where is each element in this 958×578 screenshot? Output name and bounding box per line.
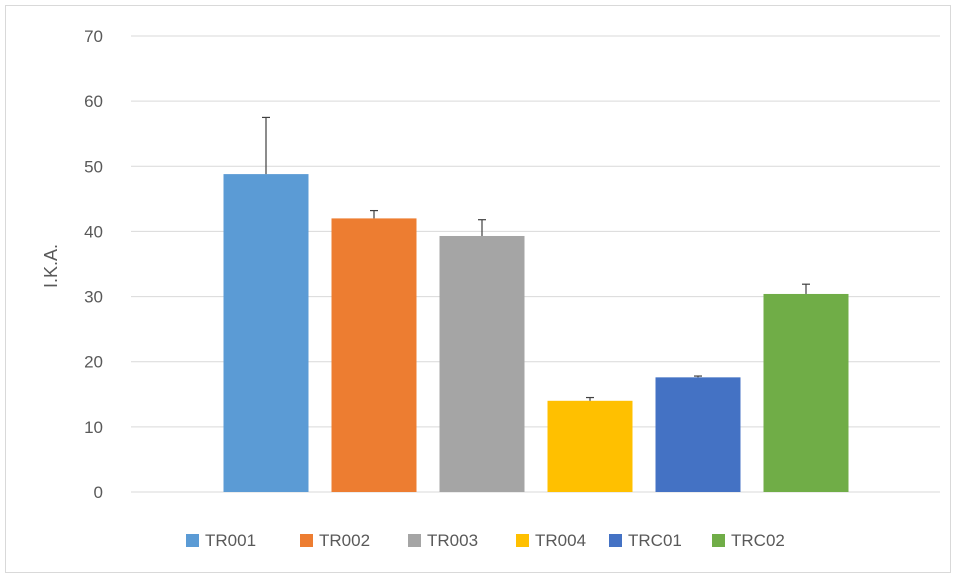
legend-item-tr004: TR004 — [516, 531, 586, 550]
legend-label-trc01: TRC01 — [628, 531, 682, 550]
legend-swatch-trc02 — [712, 534, 725, 547]
error-bars — [262, 116, 810, 401]
bar-tr001 — [223, 174, 309, 493]
legend-item-trc02: TRC02 — [712, 531, 785, 550]
legend-item-tr001: TR001 — [186, 531, 256, 550]
y-tick-labels: 0 10 20 30 40 50 60 70 — [84, 27, 103, 502]
y-tick-label-2: 20 — [84, 353, 103, 372]
legend-swatch-tr003 — [408, 534, 421, 547]
y-tick-label-7: 70 — [84, 27, 103, 46]
legend-label-tr002: TR002 — [319, 531, 370, 550]
bar-trc02 — [763, 293, 849, 492]
error-bar-tr004 — [586, 396, 594, 401]
legend-item-tr002: TR002 — [300, 531, 370, 550]
legend-label-tr003: TR003 — [427, 531, 478, 550]
legend-label-trc02: TRC02 — [731, 531, 785, 550]
bar-tr004 — [547, 400, 633, 492]
legend-swatch-tr004 — [516, 534, 529, 547]
bar-tr003 — [439, 235, 525, 492]
y-tick-label-4: 40 — [84, 222, 103, 241]
error-bar-tr003 — [478, 219, 486, 236]
bar-tr002 — [331, 218, 417, 492]
bar-trc01 — [655, 377, 741, 492]
legend-swatch-tr001 — [186, 534, 199, 547]
error-bar-trc02 — [802, 283, 810, 294]
error-bar-trc01 — [694, 375, 702, 378]
legend: TR001 TR002 TR003 TR004 TRC01 TRC02 — [186, 531, 785, 550]
legend-swatch-tr002 — [300, 534, 313, 547]
y-tick-label-5: 50 — [84, 157, 103, 176]
error-bar-tr001 — [262, 116, 270, 175]
legend-label-tr004: TR004 — [535, 531, 586, 550]
y-tick-label-6: 60 — [84, 92, 103, 111]
y-tick-label-0: 0 — [94, 483, 103, 502]
y-tick-label-3: 30 — [84, 288, 103, 307]
legend-item-trc01: TRC01 — [609, 531, 682, 550]
legend-swatch-trc01 — [609, 534, 622, 547]
error-bar-tr002 — [370, 209, 378, 219]
y-tick-label-1: 10 — [84, 418, 103, 437]
bars — [223, 174, 849, 493]
legend-label-tr001: TR001 — [205, 531, 256, 550]
legend-item-tr003: TR003 — [408, 531, 478, 550]
y-axis-title: I.K.A. — [41, 244, 61, 288]
